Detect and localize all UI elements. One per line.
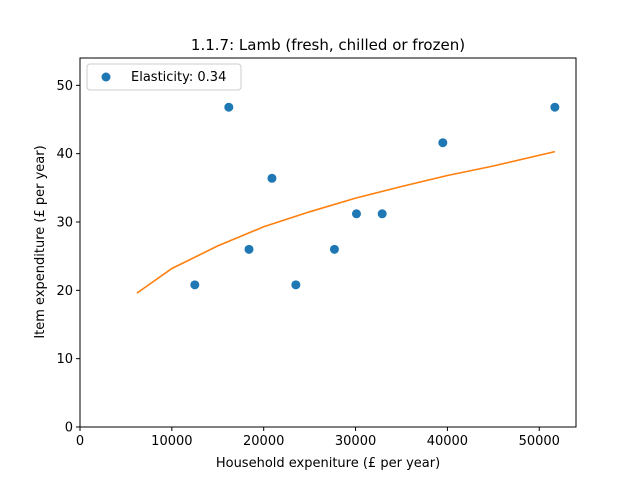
data-point	[224, 102, 234, 112]
data-point	[438, 138, 448, 148]
chart-title: 1.1.7: Lamb (fresh, chilled or frozen)	[191, 36, 465, 54]
x-tick-label: 50000	[519, 434, 560, 449]
fit-curve	[136, 150, 556, 294]
y-tick-label: 0	[65, 421, 73, 436]
x-tick-label: 10000	[151, 434, 192, 449]
y-axis-ticks: 0 10 20 30 40 50	[56, 79, 80, 436]
data-point	[291, 280, 301, 290]
data-point	[267, 173, 277, 183]
y-tick-label: 10	[56, 352, 73, 367]
y-tick-label: 20	[56, 284, 73, 299]
data-point	[329, 244, 339, 254]
x-tick-label: 0	[76, 434, 84, 449]
fit-curve-layer	[136, 150, 556, 294]
y-tick-label: 30	[56, 216, 73, 231]
legend-label: Elasticity: 0.34	[131, 70, 226, 85]
x-tick-label: 20000	[243, 434, 284, 449]
y-tick-label: 50	[56, 79, 73, 94]
x-axis-ticks: 0 10000 20000 30000 40000 50000	[76, 427, 560, 449]
x-tick-label: 30000	[335, 434, 376, 449]
y-axis-label: Item expenditure (£ per year)	[33, 145, 48, 338]
data-point	[190, 280, 200, 290]
plot-frame	[79, 57, 577, 428]
data-point	[377, 209, 387, 219]
y-tick-label: 40	[56, 147, 73, 162]
plot-area	[80, 58, 576, 427]
data-point	[244, 244, 254, 254]
data-point	[351, 209, 361, 219]
legend-marker	[101, 72, 111, 82]
legend: Elasticity: 0.34	[86, 63, 242, 91]
x-tick-label: 40000	[427, 434, 468, 449]
legend-box	[86, 63, 242, 91]
points-layer	[190, 102, 560, 290]
x-axis-label: Household expeniture (£ per year)	[216, 456, 440, 471]
data-point	[550, 102, 560, 112]
